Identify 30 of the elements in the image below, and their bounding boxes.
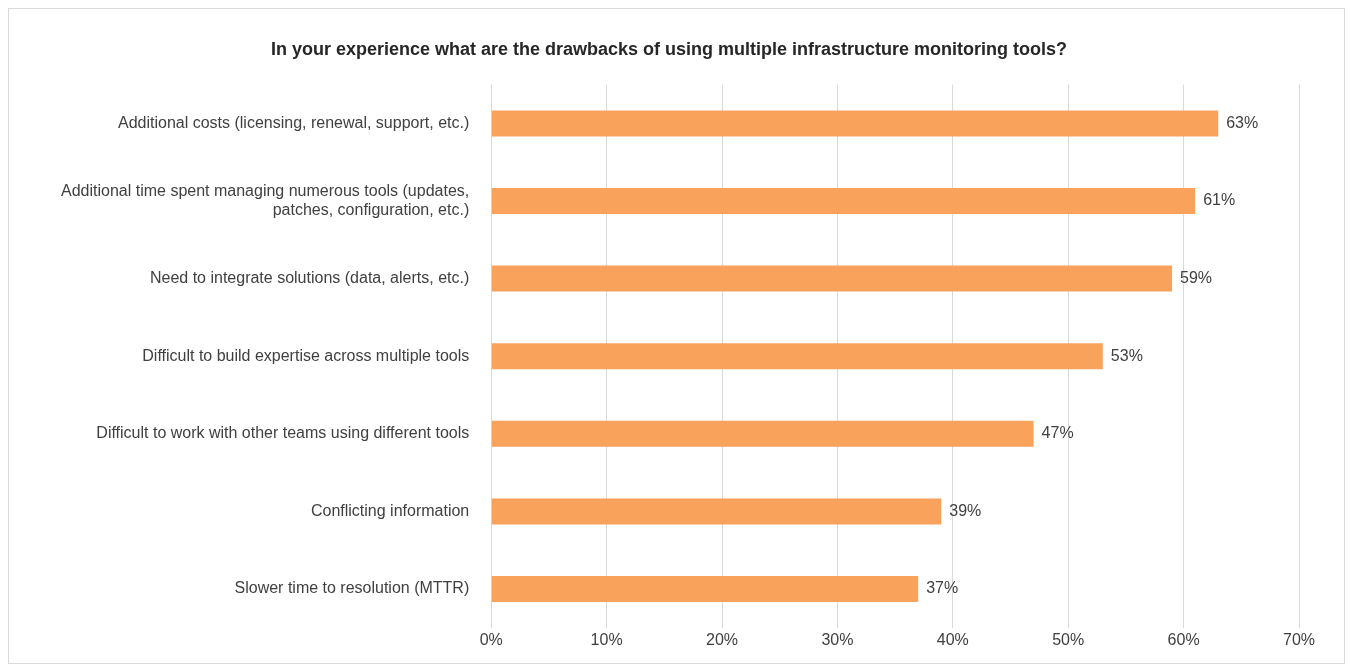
data-label: 47% xyxy=(1041,424,1074,442)
y-tick-label: Conflicting information xyxy=(310,501,470,519)
bar xyxy=(491,265,1173,292)
data-label: 61% xyxy=(1203,191,1236,209)
x-tick-label: 40% xyxy=(936,630,969,648)
x-tick-label: 60% xyxy=(1167,630,1200,648)
bar xyxy=(491,188,1196,214)
y-tick-label: Slower time to resolution (MTTR) xyxy=(234,579,470,597)
x-tick-label: 0% xyxy=(479,630,503,648)
x-tick-label: 50% xyxy=(1052,630,1085,648)
data-label: 53% xyxy=(1110,346,1143,364)
x-tick-label: 10% xyxy=(590,630,623,648)
x-tick-label: 20% xyxy=(706,630,739,648)
y-tick-label: Additional time spent managing numerous tools (updates, patches, configuration, etc.) xyxy=(60,181,470,219)
bar xyxy=(491,343,1103,370)
x-tick-label: 30% xyxy=(821,630,854,648)
bar xyxy=(491,110,1219,137)
bar xyxy=(491,420,1034,447)
chart-title: In your experience what are the drawbacks of using multiple infrastructure monitoring tools? xyxy=(270,38,1068,59)
y-tick-label: Difficult to work with other teams using different tools xyxy=(96,424,470,442)
data-label: 59% xyxy=(1180,269,1213,287)
bar xyxy=(491,576,919,602)
data-label: 63% xyxy=(1226,113,1259,131)
y-tick-label: Difficult to build expertise across multiple tools xyxy=(142,346,470,364)
data-label: 37% xyxy=(926,579,959,597)
x-tick-label: 70% xyxy=(1282,630,1316,648)
bar xyxy=(491,498,942,525)
y-tick-label: Need to integrate solutions (data, alerts, etc.) xyxy=(149,269,470,287)
data-label: 39% xyxy=(949,501,982,519)
y-tick-label: Additional costs (licensing, renewal, support, etc.) xyxy=(117,113,470,131)
